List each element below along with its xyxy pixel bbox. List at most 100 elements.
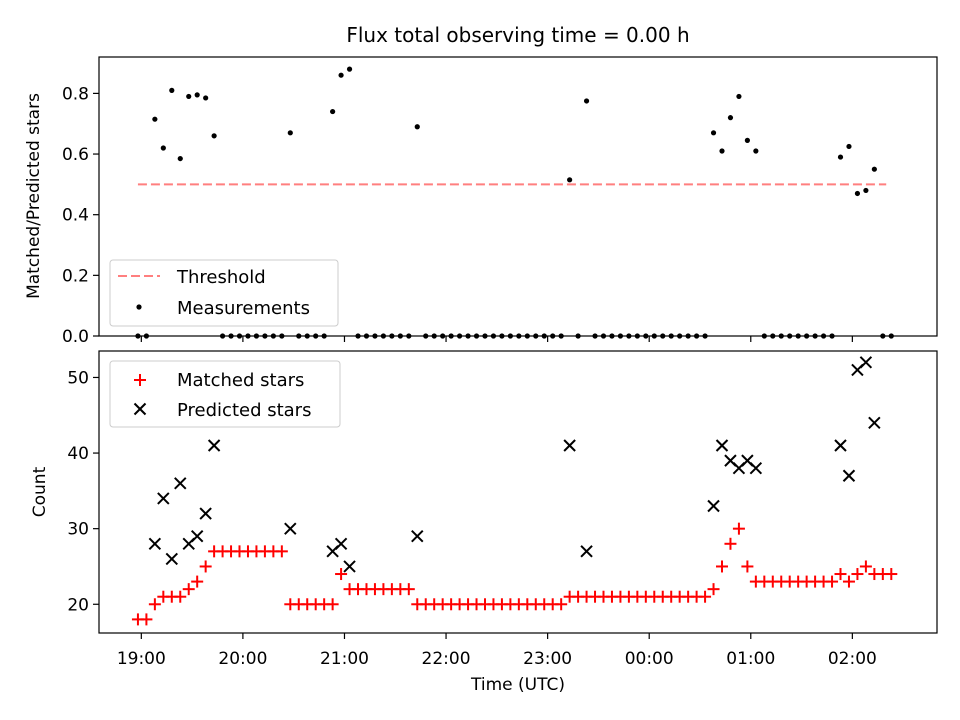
predicted-star-point	[859, 356, 873, 369]
legend-measurements-swatch	[136, 304, 142, 310]
x-tick-label: 00:00	[625, 649, 674, 669]
predicted-star-stroke	[715, 439, 729, 452]
bottom-y-tick-label: 20	[67, 595, 89, 615]
predicted-star-stroke	[190, 530, 204, 543]
measurement-point	[744, 137, 750, 143]
x-tick-label: 02:00	[828, 649, 877, 669]
x-tick-label: 01:00	[726, 649, 775, 669]
x-tick-label: 21:00	[320, 649, 369, 669]
bottom-y-tick-label: 30	[67, 520, 89, 540]
bottom-legend: Matched stars Predicted stars	[109, 360, 341, 428]
measurement-point	[863, 187, 869, 194]
legend-predicted-swatch	[133, 402, 147, 416]
legend-matched-swatch	[134, 374, 146, 386]
predicted-star-point	[165, 552, 179, 566]
bottom-x-ticks: 19:00 20:00 21:00 22:00 23:00 00:00 01:00 02:00	[117, 633, 877, 669]
bottom-panel: 20 30 40 50 19:00 20:00 21:00 22:00 23:00 00:00 0…	[30, 350, 938, 695]
bottom-plot-content	[131, 356, 898, 626]
predicted-star-point	[334, 537, 348, 550]
matched-star-point	[699, 590, 712, 603]
predicted-star-point	[580, 545, 593, 558]
predicted-star-stroke	[563, 439, 576, 452]
measurement-point	[719, 148, 725, 154]
matched-star-point	[859, 560, 872, 573]
predicted-star-point	[199, 507, 212, 520]
predicted-star-stroke	[707, 499, 720, 513]
bottom-y-ticks: 20 30 40 50	[67, 368, 99, 615]
measurement-point	[414, 124, 420, 130]
measurement-point	[186, 93, 192, 100]
predicted-star-stroke	[859, 356, 873, 369]
matched-star-point	[275, 545, 288, 558]
predicted-star-stroke	[411, 530, 424, 543]
top-legend: Threshold Measurements	[109, 259, 339, 327]
matched-star-point	[842, 575, 855, 588]
matched-star-point	[335, 568, 348, 581]
bottom-legend-box	[109, 360, 341, 428]
predicted-star-stroke	[199, 507, 212, 520]
top-y-tick-label: 0.4	[62, 206, 89, 226]
measurement-point	[194, 92, 200, 98]
measurement-point	[583, 98, 590, 104]
legend-matched-label: Matched stars	[177, 370, 304, 391]
predicted-star-point	[563, 439, 576, 452]
top-x-ticks	[140, 336, 853, 342]
measurement-point	[837, 154, 844, 160]
matched-star-point	[834, 568, 847, 581]
measurement-point	[169, 87, 175, 93]
predicted-star-point	[284, 522, 297, 535]
matched-star-point	[191, 575, 204, 588]
top-y-ticks: 0.0 0.2 0.4 0.6 0.8	[62, 84, 99, 347]
predicted-star-stroke	[868, 416, 881, 430]
top-y-tick-label: 0.8	[62, 84, 89, 104]
predicted-star-stroke	[724, 454, 737, 467]
predicted-star-stroke	[749, 461, 763, 475]
predicted-star-point	[834, 439, 847, 452]
legend-measurements-label: Measurements	[177, 298, 310, 319]
predicted-star-point	[715, 439, 729, 452]
matched-star-point	[826, 575, 839, 588]
measurement-point	[567, 177, 573, 183]
legend-threshold-label: Threshold	[176, 267, 266, 288]
predicted-star-point	[207, 439, 221, 452]
predicted-star-point	[174, 477, 187, 490]
predicted-star-stroke	[174, 477, 187, 490]
predicted-star-point	[343, 560, 356, 573]
measurement-point	[727, 115, 734, 121]
x-tick-label: 23:00	[523, 649, 572, 669]
matched-star-point	[326, 598, 339, 611]
bottom-y-axis-label: Count	[30, 466, 50, 517]
predicted-star-point	[749, 461, 763, 475]
matched-star-point	[741, 560, 754, 573]
x-tick-label: 20:00	[218, 649, 267, 669]
top-y-tick-label: 0.0	[62, 327, 89, 347]
matched-star-point	[182, 583, 195, 596]
predicted-star-point	[842, 469, 856, 482]
bottom-y-tick-label: 40	[67, 444, 89, 464]
measurement-point	[177, 155, 183, 162]
matched-star-point	[174, 590, 187, 603]
matched-star-point	[707, 583, 720, 596]
measurement-point	[338, 72, 344, 78]
x-tick-label: 19:00	[117, 649, 166, 669]
matched-star-point	[555, 598, 568, 611]
predicted-star-stroke	[834, 439, 847, 452]
x-axis-label: Time (UTC)	[470, 675, 565, 695]
predicted-star-stroke	[741, 454, 754, 467]
matched-star-point	[199, 560, 212, 573]
top-legend-box	[109, 259, 339, 327]
top-y-tick-label: 0.6	[62, 145, 89, 165]
measurement-point	[854, 190, 861, 197]
matched-star-point	[851, 568, 864, 581]
matched-star-point	[140, 613, 153, 626]
predicted-star-stroke	[842, 469, 856, 482]
measurement-point	[152, 116, 158, 122]
predicted-star-stroke	[334, 537, 348, 550]
measurement-point	[160, 145, 166, 151]
measurement-point	[753, 148, 759, 154]
predicted-star-stroke	[157, 492, 170, 505]
matched-star-point	[402, 583, 415, 596]
measurement-point	[346, 66, 353, 72]
measurement-point	[871, 166, 877, 172]
